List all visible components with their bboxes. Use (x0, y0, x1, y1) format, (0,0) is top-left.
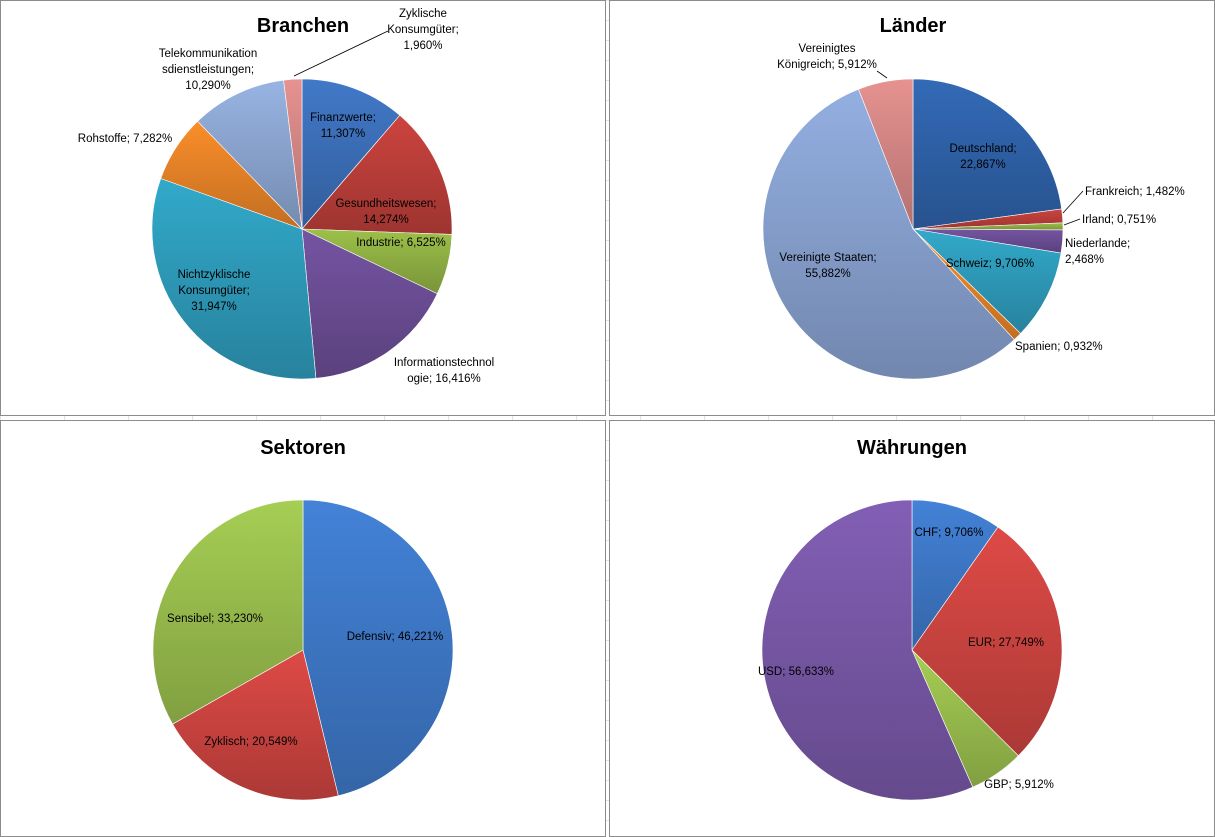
data-label: Rohstoffe; 7,282% (78, 133, 172, 145)
chart-laender[interactable]: Länder Deutschland; 22,867% Frankreich; 1,4… (609, 0, 1215, 416)
pie-slice[interactable] (761, 499, 974, 801)
data-label: Zyklisch; 20,549% (204, 736, 297, 748)
pie-slice[interactable] (301, 78, 401, 230)
pie-slice[interactable] (912, 78, 1062, 230)
data-label: Sensibel; 33,230% (167, 613, 263, 625)
chart-title: Branchen (257, 15, 349, 37)
data-label: Vereinigte Staaten; 55,882% (779, 252, 876, 280)
data-label: Spanien; 0,932% (1015, 341, 1103, 353)
chart-title: Währungen (857, 437, 967, 459)
leader-line (293, 30, 389, 77)
pie-slice[interactable] (283, 78, 303, 230)
chart-branchen[interactable]: Branchen Finanzwerte; 11,307% Gesundheitswe… (0, 0, 606, 416)
chart-sektoren[interactable]: Sektoren Defensiv; 46,221% Zyklisch; 20,54… (0, 420, 606, 837)
data-label: Niederlande; 2,468% (1065, 238, 1130, 266)
data-label: EUR; 27,749% (968, 637, 1044, 649)
pie-slice[interactable] (302, 499, 454, 797)
data-label: Irland; 0,751% (1082, 214, 1156, 226)
pie-slice[interactable] (151, 178, 317, 380)
pie-slice[interactable] (197, 79, 303, 230)
data-label: GBP; 5,912% (984, 779, 1054, 791)
pie-slice[interactable] (858, 78, 914, 230)
pie-slice[interactable] (152, 499, 304, 725)
leader-line (876, 70, 888, 79)
data-label: Deutschland; 22,867% (949, 143, 1016, 171)
leader-line (1062, 190, 1084, 214)
pie-slice[interactable] (301, 228, 438, 379)
data-label: Telekommunikation sdienstleistungen; 10,29… (159, 48, 257, 92)
pie-slice[interactable] (912, 228, 1062, 334)
data-label: USD; 56,633% (758, 666, 834, 678)
chart-title: Länder (880, 15, 947, 37)
pie-slice[interactable] (301, 114, 453, 235)
data-label: Gesundheitswesen; 14,274% (335, 198, 436, 226)
data-label: Finanzwerte; 11,307% (310, 112, 376, 140)
pie-slice[interactable] (911, 526, 1063, 757)
data-label: Industrie; 6,525% (356, 237, 446, 249)
data-label: Vereinigtes Königreich; 5,912% (777, 43, 877, 71)
data-label: Nichtzyklische Konsumgüter; 31,947% (178, 269, 251, 313)
data-label: CHF; 9,706% (914, 527, 983, 539)
pie-slice[interactable] (762, 88, 1015, 380)
data-label: Zyklische Konsumgüter; 1,960% (387, 8, 459, 52)
chart-title: Sektoren (260, 437, 346, 459)
pie-slice[interactable] (911, 499, 999, 651)
leader-line (1063, 218, 1081, 226)
data-label: Frankreich; 1,482% (1085, 186, 1185, 198)
pie-slice[interactable] (172, 649, 339, 801)
data-label: Informationstechnol ogie; 16,416% (394, 357, 494, 385)
chart-waehrungen[interactable]: Währungen CHF; 9,706% EUR; 27,749% GBP; 5,9… (609, 420, 1215, 837)
data-label: Schweiz; 9,706% (946, 258, 1034, 270)
data-label: Defensiv; 46,221% (347, 631, 444, 643)
